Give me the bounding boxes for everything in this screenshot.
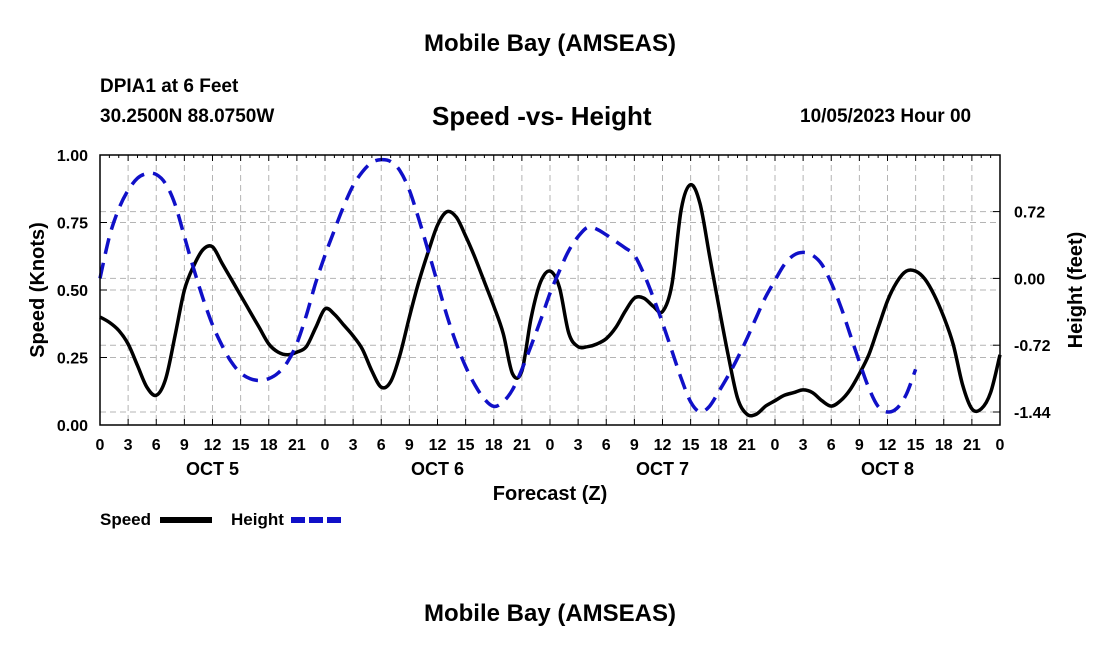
- chart-subtitle: Speed -vs- Height: [432, 101, 652, 131]
- x-tick-label: 15: [682, 437, 700, 454]
- x-tick-label: 0: [771, 437, 780, 454]
- footer-title: Mobile Bay (AMSEAS): [423, 600, 677, 627]
- x-tick-label: 15: [232, 437, 250, 454]
- x-day-label: OCT 5: [186, 459, 239, 479]
- y-axis-right-label: Height (feet): [1065, 232, 1087, 349]
- series-line-speed: [99, 182, 1002, 418]
- x-tick-label: 21: [963, 437, 981, 454]
- x-tick-label: 3: [349, 437, 358, 454]
- y-right-tick-label: 0.72: [1014, 205, 1045, 222]
- x-tick-label: 0: [546, 437, 555, 454]
- x-tick-label: 6: [377, 437, 386, 454]
- x-tick-label: 21: [738, 437, 756, 454]
- x-tick-label: 12: [879, 437, 897, 454]
- legend: Speed Height: [100, 510, 343, 529]
- x-tick-label: 12: [429, 437, 447, 454]
- x-tick-label: 18: [710, 437, 728, 454]
- y-left-tick-label: 0.00: [57, 418, 88, 435]
- x-tick-label: 0: [996, 437, 1005, 454]
- x-tick-label: 3: [124, 437, 133, 454]
- x-tick-label: 6: [152, 437, 161, 454]
- y-axis-left-label: Speed (Knots): [27, 222, 49, 358]
- x-tick-label: 9: [855, 437, 864, 454]
- y-left-tick-label: 1.00: [57, 148, 88, 165]
- x-tick-label: 21: [288, 437, 306, 454]
- x-tick-label: 3: [799, 437, 808, 454]
- forecast-date: 10/05/2023 Hour 00: [800, 106, 972, 127]
- y-right-tick-label: 0.00: [1014, 271, 1045, 288]
- x-tick-label: 0: [321, 437, 330, 454]
- x-tick-label: 18: [260, 437, 278, 454]
- x-day-label: OCT 6: [411, 459, 464, 479]
- x-axis-label: Forecast (Z): [493, 483, 607, 505]
- x-tick-label: 6: [827, 437, 836, 454]
- y-right-tick-label: -0.72: [1014, 338, 1051, 355]
- x-tick-label: 9: [630, 437, 639, 454]
- legend-label: Height: [231, 510, 284, 529]
- axes: 0 3 6 9 12 15 18 21 0 3 6 9 12 15 18 21 0 3 6 9 12 15 18 21 0 3 6 9…: [57, 148, 1051, 479]
- y-right-tick-label: -1.44: [1014, 405, 1051, 422]
- x-tick-label: 21: [513, 437, 531, 454]
- grid-lines: [100, 155, 1000, 425]
- x-tick-label: 0: [96, 437, 105, 454]
- x-tick-label: 6: [602, 437, 611, 454]
- series-lines: [98, 157, 1002, 418]
- chart-title: Mobile Bay (AMSEAS): [423, 30, 677, 57]
- x-tick-label: 12: [204, 437, 222, 454]
- station-label: DPIA1 at 6 Feet: [100, 76, 239, 97]
- x-day-label: OCT 8: [861, 459, 914, 479]
- x-tick-label: 18: [485, 437, 503, 454]
- x-day-label: OCT 7: [636, 459, 689, 479]
- y-left-tick-label: 0.50: [57, 283, 88, 300]
- series-line-height: [98, 157, 918, 414]
- x-tick-label: 15: [457, 437, 475, 454]
- y-left-tick-label: 0.25: [57, 351, 88, 368]
- x-tick-label: 3: [574, 437, 583, 454]
- x-tick-label: 9: [180, 437, 189, 454]
- y-left-tick-label: 0.75: [57, 216, 88, 233]
- station-coordinates: 30.2500N 88.0750W: [100, 106, 275, 127]
- x-tick-label: 9: [405, 437, 414, 454]
- x-tick-label: 12: [654, 437, 672, 454]
- x-tick-label: 15: [907, 437, 925, 454]
- legend-label: Speed: [100, 510, 151, 529]
- x-tick-label: 18: [935, 437, 953, 454]
